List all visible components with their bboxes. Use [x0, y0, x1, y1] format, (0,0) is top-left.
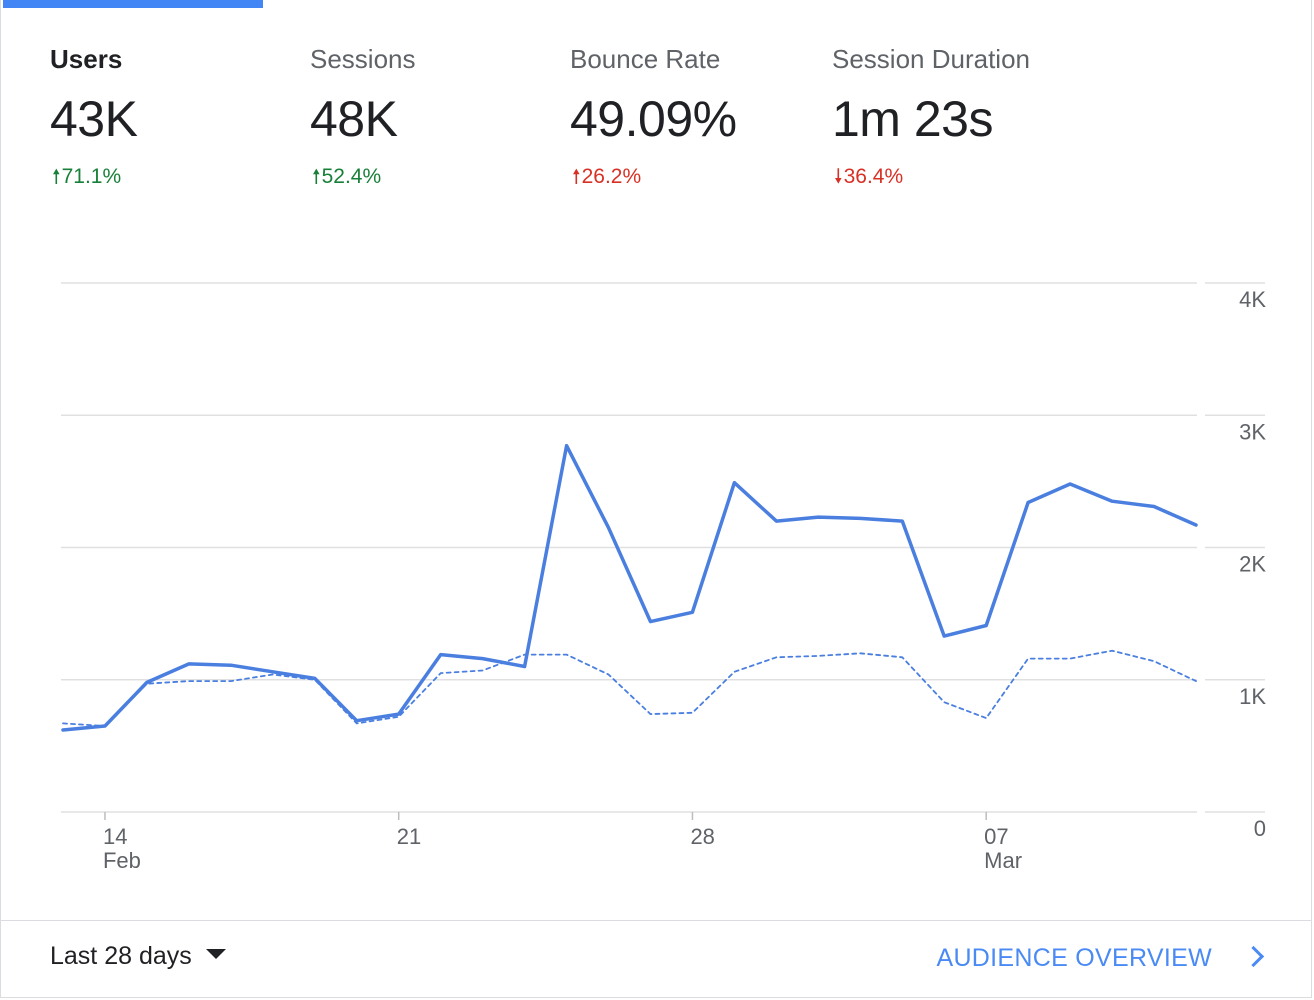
- metric-value: 43K: [50, 91, 138, 147]
- active-tab-indicator: [3, 0, 263, 8]
- series-line-previous: [62, 649, 1197, 727]
- arrow-up-icon: 🠕: [312, 166, 321, 188]
- x-tick-label: 21: [397, 824, 421, 849]
- metric-label: Session Duration: [832, 44, 1030, 74]
- y-tick-label: 2K: [1239, 552, 1266, 577]
- y-tick-label: 0: [1254, 816, 1266, 841]
- metric-delta-value: 52.4%: [321, 165, 382, 188]
- arrow-up-icon: 🠕: [52, 166, 61, 188]
- footer-divider: [1, 920, 1311, 921]
- x-tick-month-label: Feb: [103, 848, 141, 873]
- metric-delta: 🠗36.4%: [834, 162, 903, 196]
- metric-tab-sessions[interactable]: Sessions 48K 🠕52.4%: [310, 40, 560, 200]
- audience-overview-link[interactable]: AUDIENCE OVERVIEW: [936, 944, 1265, 973]
- metric-value: 49.09%: [570, 91, 737, 147]
- metric-tab-session-duration[interactable]: Session Duration 1m 23s 🠗36.4%: [832, 40, 1082, 200]
- metric-value: 48K: [310, 91, 398, 147]
- metric-tab-bounce-rate[interactable]: Bounce Rate 49.09% 🠕26.2%: [570, 40, 820, 200]
- metric-delta: 🠕26.2%: [572, 162, 641, 196]
- chevron-right-icon: [1242, 945, 1265, 968]
- y-tick-label: 3K: [1239, 419, 1266, 444]
- x-tick-month-label: Mar: [984, 848, 1022, 873]
- x-tick-label: 14: [103, 824, 127, 849]
- metric-value: 1m 23s: [832, 91, 993, 147]
- metric-delta: 🠕52.4%: [312, 162, 381, 196]
- metric-label: Users: [50, 44, 123, 74]
- y-tick-label: 1K: [1239, 684, 1266, 709]
- metric-label: Sessions: [310, 44, 416, 74]
- metric-delta-value: 71.1%: [61, 165, 122, 188]
- audience-overview-label: AUDIENCE OVERVIEW: [936, 944, 1212, 972]
- x-tick-label: 07: [984, 824, 1008, 849]
- arrow-down-icon: 🠗: [834, 166, 843, 188]
- metric-delta-value: 26.2%: [581, 165, 642, 188]
- date-range-label: Last 28 days: [50, 942, 192, 970]
- metric-label: Bounce Rate: [570, 44, 721, 74]
- arrow-up-icon: 🠕: [572, 166, 581, 188]
- x-tick-label: 28: [690, 824, 714, 849]
- series-line-current: [61, 443, 1198, 732]
- metric-delta-value: 36.4%: [843, 165, 904, 188]
- metric-tab-users[interactable]: Users 43K 🠕71.1%: [50, 40, 300, 200]
- metric-tabs: Users 43K 🠕71.1% Sessions 48K 🠕52.4% Bou…: [1, 0, 1311, 220]
- metric-delta: 🠕71.1%: [52, 162, 121, 196]
- caret-down-icon: [205, 949, 226, 960]
- date-range-dropdown[interactable]: Last 28 days: [50, 942, 226, 971]
- y-tick-label: 4K: [1239, 287, 1266, 312]
